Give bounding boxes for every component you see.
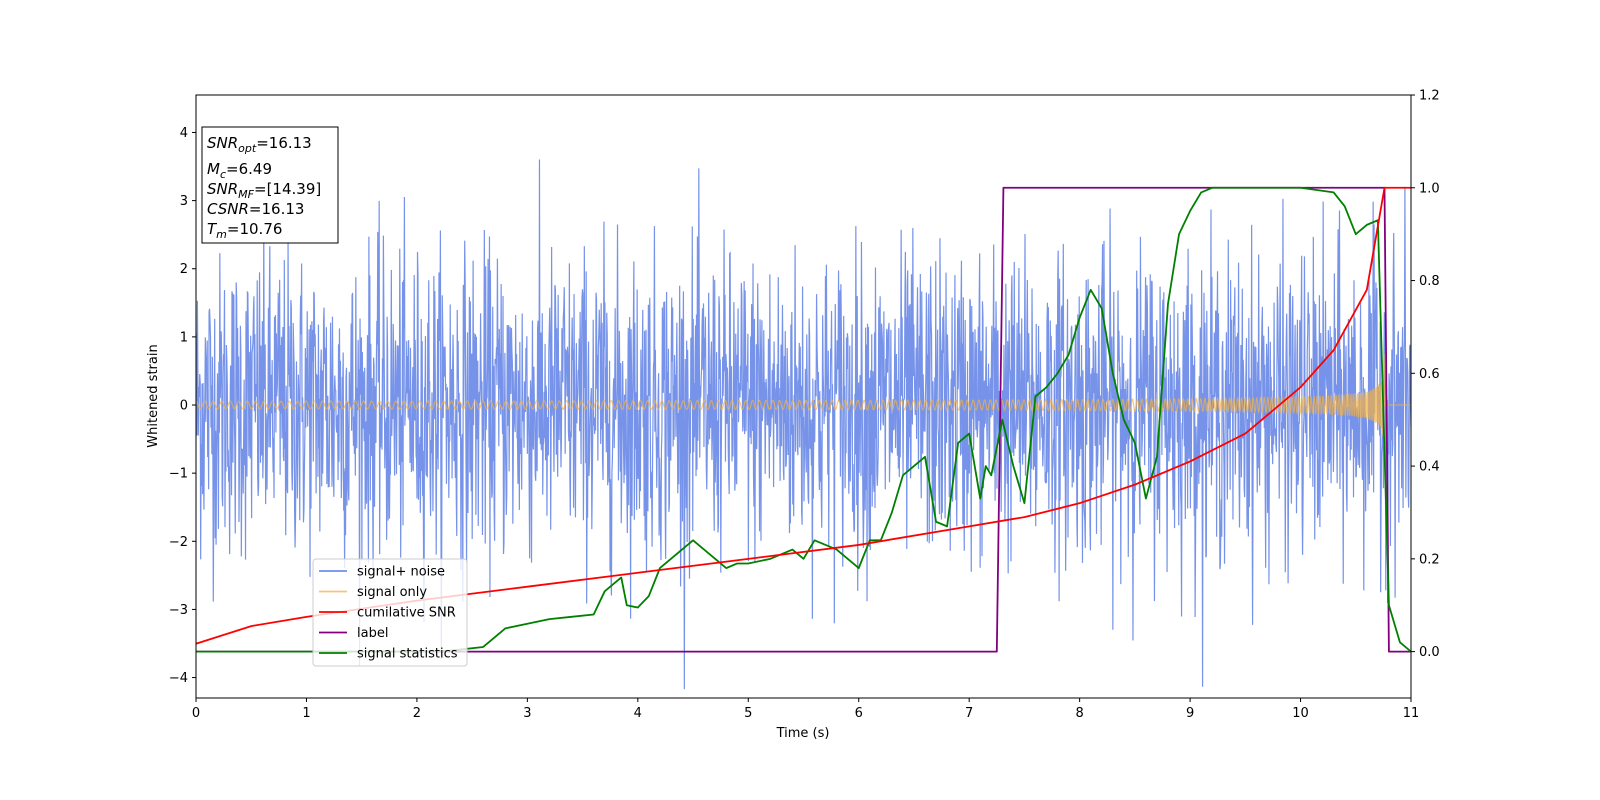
x-tick-label: 7 xyxy=(965,706,973,721)
y-left-tick-label: 4 xyxy=(180,126,188,141)
y-right-tick-label: 0.6 xyxy=(1419,367,1440,382)
legend-label: signal+ noise xyxy=(357,565,445,580)
x-tick-label: 4 xyxy=(634,706,642,721)
x-tick-label: 1 xyxy=(302,706,310,721)
x-tick-label: 2 xyxy=(413,706,421,721)
series-signal-statistics xyxy=(196,186,1411,653)
plot-frame xyxy=(195,94,1412,699)
y-left-tick-label: 2 xyxy=(180,262,188,277)
info-box-line: SNRMF=[14.39] xyxy=(207,180,321,201)
y-right-tick-label: 0.8 xyxy=(1419,274,1440,289)
y-axis-label: Whitened strain xyxy=(146,344,161,447)
legend-label: signal statistics xyxy=(357,647,458,662)
y-left-tick-label: −1 xyxy=(169,467,188,482)
y-left-tick-label: −4 xyxy=(169,671,188,686)
x-tick-label: 9 xyxy=(1186,706,1194,721)
x-tick-label: 0 xyxy=(192,706,200,721)
legend-entry: cumilative SNR xyxy=(319,606,456,621)
legend-label: cumilative SNR xyxy=(357,606,456,621)
series-signal-noise xyxy=(196,159,1411,690)
y-left-tick-label: 1 xyxy=(180,330,188,345)
legend-frame xyxy=(312,558,468,667)
series-signal-only xyxy=(196,353,1411,446)
legend-label: label xyxy=(357,626,388,641)
x-axis-label: Time (s) xyxy=(776,726,830,741)
x-tick-label: 6 xyxy=(855,706,863,721)
info-box: SNRopt=16.13 Mc=6.49SNRMF=[14.39]CSNR=16.… xyxy=(201,126,339,244)
legend-entry: signal statistics xyxy=(319,647,458,662)
x-tick-label: 10 xyxy=(1292,706,1309,721)
y-left-tick-label: 0 xyxy=(180,399,188,414)
x-tick-label: 5 xyxy=(744,706,752,721)
axis-layer: 0 1 2 3 4 5 6 7 8 9 10 11 −4 −3 −2 −1 0 1 2 3 4 0.0 0.2 0.4 0.6 0… xyxy=(169,89,1440,722)
info-box-line: Tm=10.76 xyxy=(207,220,282,241)
info-box-line: Mc=6.49 xyxy=(207,160,272,181)
legend-label: signal only xyxy=(357,585,427,600)
info-box-line: CSNR=16.13 xyxy=(207,200,304,218)
legend-entry: signal only xyxy=(319,585,427,600)
x-tick-label: 11 xyxy=(1403,706,1420,721)
y-right-tick-label: 0.0 xyxy=(1419,645,1440,660)
y-right-tick-label: 1.0 xyxy=(1419,181,1440,196)
legend-entry: label xyxy=(319,626,388,641)
y-right-tick-label: 0.2 xyxy=(1419,552,1440,567)
info-box-line: SNRopt=16.13 xyxy=(207,134,312,155)
legend-entry: signal+ noise xyxy=(319,565,445,580)
y-left-tick-label: −3 xyxy=(169,603,188,618)
legend: signal+ noise signal only cumilative SNR la… xyxy=(312,558,468,667)
x-tick-label: 8 xyxy=(1075,706,1083,721)
series-label xyxy=(196,186,1411,653)
info-box-frame xyxy=(201,126,339,244)
x-tick-label: 3 xyxy=(523,706,531,721)
y-left-tick-label: 3 xyxy=(180,194,188,209)
y-right-tick-label: 1.2 xyxy=(1419,89,1440,104)
y-left-tick-label: −2 xyxy=(169,535,188,550)
y-right-tick-label: 0.4 xyxy=(1419,460,1440,475)
